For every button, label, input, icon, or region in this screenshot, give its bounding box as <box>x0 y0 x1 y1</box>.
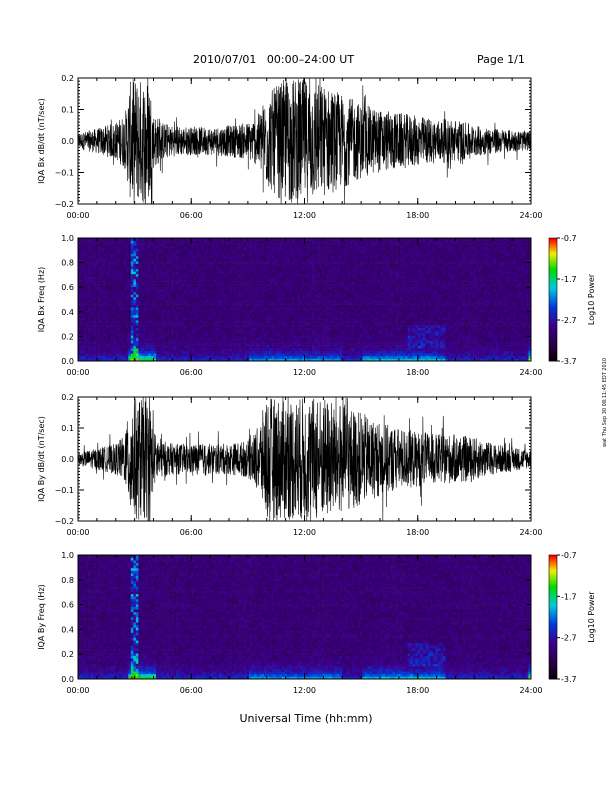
x-tick-label: 00:00 <box>66 686 89 695</box>
axes-3: 00:00 06:00 12:00 18:00 24:00 1.0 0.8 0.6 0.4 0.2… <box>37 551 543 695</box>
y-tick-label: 0.2 <box>61 332 74 341</box>
y-tick-label: 0.8 <box>61 259 74 268</box>
axes-1: 00:00 06:00 12:00 18:00 24:00 1.0 0.8 0.6 0.4 0.2… <box>37 234 543 377</box>
spectrogram-3 <box>78 555 532 680</box>
y-tick-label: 0.1 <box>61 106 74 115</box>
x-tick-label: 18:00 <box>406 528 429 537</box>
x-axis-label: Universal Time (hh:mm) <box>239 712 373 725</box>
y-tick-label: 0.1 <box>61 424 74 433</box>
x-tick-label: 24:00 <box>519 528 542 537</box>
y-tick-label: 0.8 <box>61 576 74 585</box>
x-tick-label: 00:00 <box>66 368 89 377</box>
x-tick-label: 12:00 <box>293 368 316 377</box>
x-tick-label: 06:00 <box>180 528 203 537</box>
x-tick-label: 00:00 <box>66 528 89 537</box>
y-tick-label: −0.2 <box>55 517 74 526</box>
x-tick-label: 12:00 <box>293 686 316 695</box>
colorbar-label: Log10 Power <box>587 273 596 325</box>
y-tick-label: −0.2 <box>55 200 74 209</box>
colorbar-tick-label: -2.7 <box>561 316 577 325</box>
y-tick-label: 0.6 <box>61 283 74 292</box>
spectrogram-1 <box>78 238 532 362</box>
y-tick-label: 0.0 <box>61 137 74 146</box>
y-tick-label: 0.2 <box>61 650 74 659</box>
x-tick-label: 06:00 <box>180 368 203 377</box>
y-tick-label: 0.4 <box>61 625 74 634</box>
y-tick-label: 1.0 <box>61 551 74 560</box>
colorbar-tick-label: -0.7 <box>561 551 577 560</box>
y-axis-label: IQA By Freq (Hz) <box>37 584 46 650</box>
page-number: Page 1/1 <box>477 53 525 66</box>
x-tick-label: 24:00 <box>519 368 542 377</box>
colorbar-tick-label: -0.7 <box>561 234 577 243</box>
colorbar-tick-label: -2.7 <box>561 634 577 643</box>
colorbar-3: -0.7 -1.7 -2.7 -3.7 Log10 Power <box>548 551 596 684</box>
y-tick-label: −0.1 <box>55 486 74 495</box>
colorbar-tick-label: -3.7 <box>561 357 577 366</box>
axes-2: 00:00 06:00 12:00 18:00 24:00 0.2 0.1 0.0 −0.1 −0… <box>37 393 543 537</box>
y-tick-label: 0.4 <box>61 308 74 317</box>
y-axis-label: IQA Bx dB/dt (nT/sec) <box>37 98 46 184</box>
colorbar-tick-label: -1.7 <box>561 592 577 601</box>
x-tick-label: 18:00 <box>406 686 429 695</box>
y-tick-label: 1.0 <box>61 234 74 243</box>
x-tick-label: 00:00 <box>66 211 89 220</box>
series-line-0 <box>78 78 531 204</box>
y-tick-label: 0.2 <box>61 393 74 402</box>
generation-stamp: wat Thu Sep 30 08:11:45 EDT 2010 <box>602 357 608 447</box>
y-tick-label: 0.0 <box>61 357 74 366</box>
y-tick-label: 0.2 <box>61 74 74 83</box>
x-tick-label: 12:00 <box>293 528 316 537</box>
colorbar-tick-label: -3.7 <box>561 675 577 684</box>
x-tick-label: 06:00 <box>180 686 203 695</box>
axes-0: 00:00 06:00 12:00 18:00 24:00 0.2 0.1 0.0 −0.1 −0… <box>37 74 543 220</box>
series-line-2 <box>78 397 531 521</box>
x-tick-label: 12:00 <box>293 211 316 220</box>
x-tick-label: 06:00 <box>180 211 203 220</box>
y-axis-label: IQA Bx Freq (Hz) <box>37 267 46 333</box>
y-tick-label: 0.6 <box>61 601 74 610</box>
x-tick-label: 24:00 <box>519 686 542 695</box>
x-tick-label: 24:00 <box>519 211 542 220</box>
y-tick-label: −0.1 <box>55 169 74 178</box>
colorbar-1: -0.7 -1.7 -2.7 -3.7 Log10 Power <box>548 234 596 366</box>
y-tick-label: 0.0 <box>61 675 74 684</box>
colorbar-label: Log10 Power <box>587 591 596 643</box>
y-axis-label: IQA By dB/dt (nT/sec) <box>37 416 46 502</box>
colorbar-tick-label: -1.7 <box>561 275 577 284</box>
x-tick-label: 18:00 <box>406 368 429 377</box>
x-tick-label: 18:00 <box>406 211 429 220</box>
page-title: 2010/07/01 00:00–24:00 UT <box>193 53 355 66</box>
y-tick-label: 0.0 <box>61 455 74 464</box>
